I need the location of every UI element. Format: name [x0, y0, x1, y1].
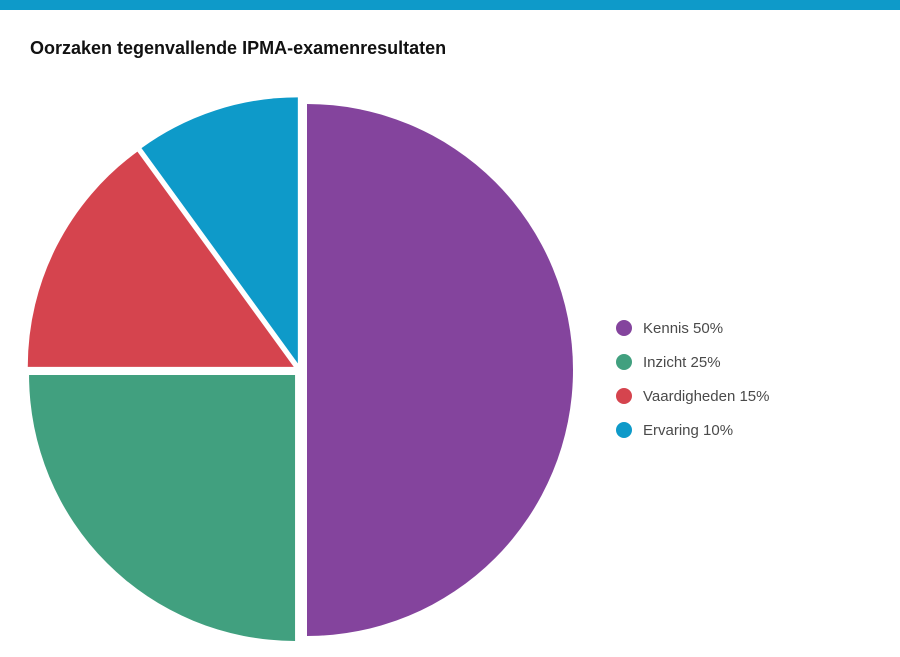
legend-label-ervaring: Ervaring 10% [643, 421, 734, 439]
pie-slice-ervaring [141, 97, 298, 364]
legend-swatch-vaardigheden [616, 388, 632, 404]
legend-item-inzicht: Inzicht 25% [616, 345, 770, 379]
pie-slice-kennis [307, 104, 573, 636]
legend-item-kennis: Kennis 50% [616, 311, 770, 345]
legend-swatch-kennis [616, 320, 632, 336]
legend-label-inzicht: Inzicht 25% [643, 353, 721, 371]
chart-legend: Kennis 50% Inzicht 25% Vaardigheden 15% … [616, 311, 770, 447]
legend-swatch-inzicht [616, 354, 632, 370]
legend-label-vaardigheden: Vaardigheden 15% [643, 387, 770, 405]
pie-slice-inzicht [29, 374, 296, 641]
pie-slice-vaardigheden [27, 151, 294, 367]
chart-title: Oorzaken tegenvallende IPMA-examenresult… [30, 38, 447, 58]
legend-item-ervaring: Ervaring 10% [616, 413, 770, 447]
legend-label-kennis: Kennis 50% [643, 319, 724, 337]
legend-item-vaardigheden: Vaardigheden 15% [616, 379, 770, 413]
legend-swatch-ervaring [616, 422, 632, 438]
top-accent-bar [0, 0, 900, 10]
